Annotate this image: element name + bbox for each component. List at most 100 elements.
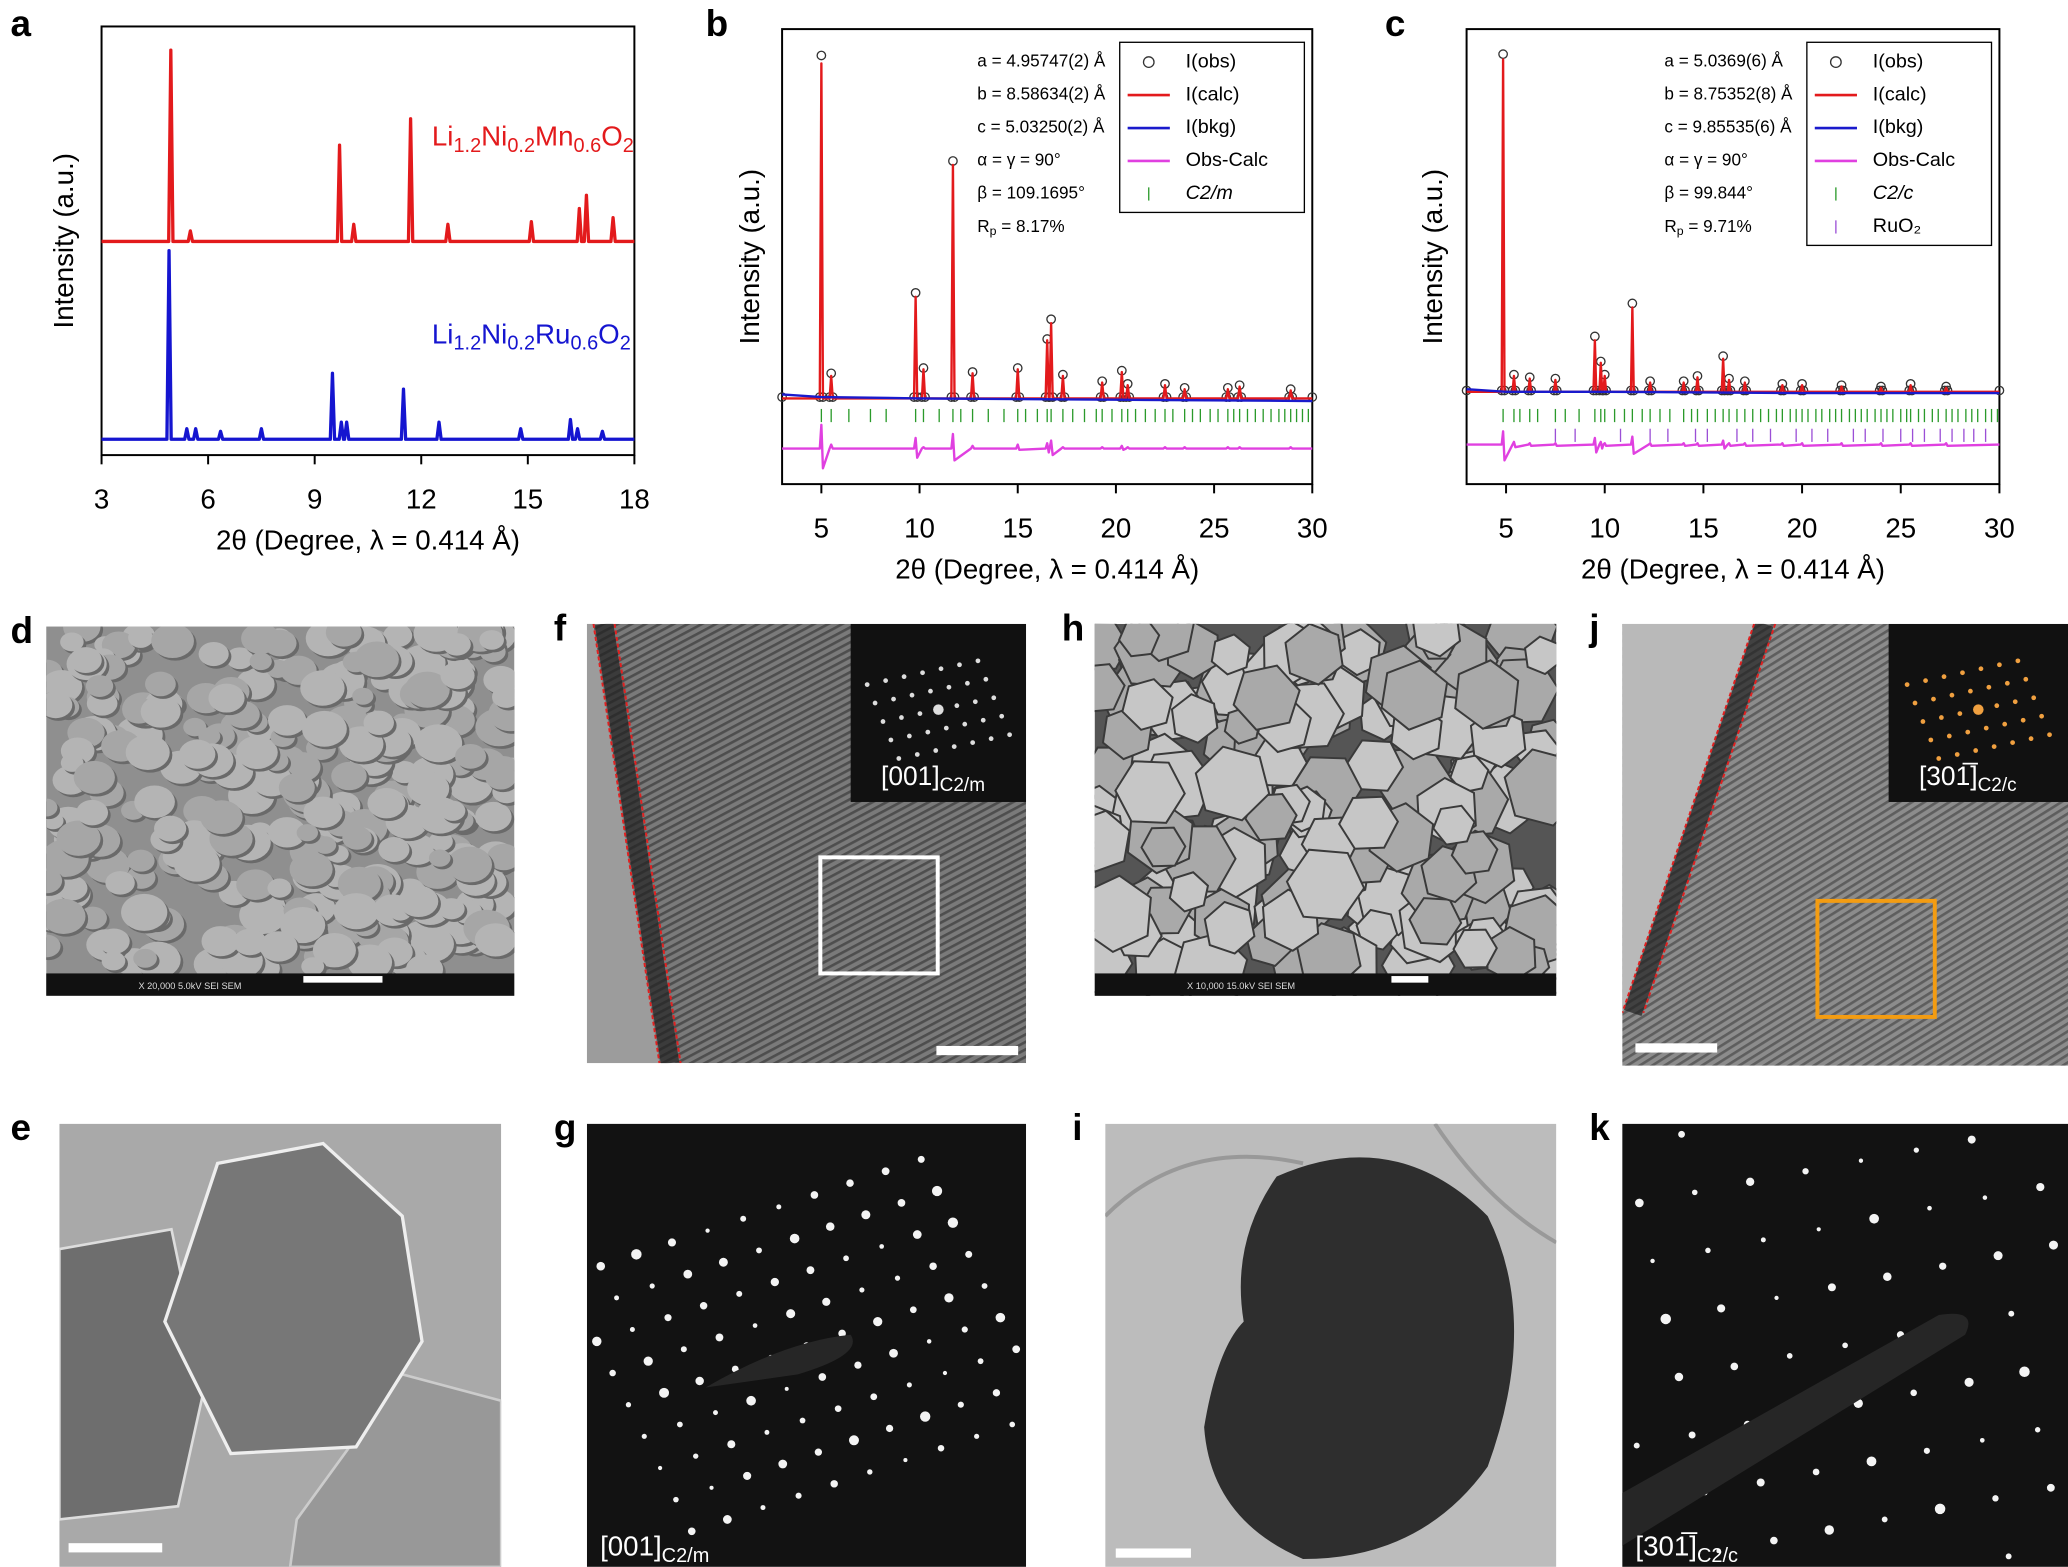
diffraction-spot [1812,1468,1820,1476]
grain [125,734,170,770]
subscript: C2/c [1697,1545,1738,1567]
x-axis-label: 2θ (Degree, λ = 0.414 Å) [895,553,1199,584]
legend-label: I(bkg) [1873,116,1924,138]
x-tick-label: 30 [1297,513,1328,544]
grain [85,675,114,697]
observed-point [1498,49,1508,60]
diffraction-spot [667,1238,677,1247]
micrograph: X 10,000 15.0kV SEI SEM [1094,623,1557,996]
fft-spot [972,699,978,705]
fft-spot [880,719,886,724]
observed-point [1838,385,1848,396]
grain [347,944,393,981]
fft-spot [1960,670,1965,676]
facet-grain [1114,760,1186,824]
grain [354,641,399,678]
grain [263,629,297,657]
facet-grain [1117,623,1161,658]
legend-label: Obs-Calc [1873,149,1955,171]
diffraction-spot [786,1309,796,1319]
grain [352,687,374,705]
text-part: Mn [535,121,573,152]
diffraction-spot [834,1405,842,1412]
grain [404,671,450,708]
diffraction-spot [965,1250,973,1258]
legend-box [1806,41,1993,247]
grain [442,633,471,656]
x-tick-label: 12 [406,484,437,515]
diffraction-spot [894,1275,901,1281]
observed-point [1307,392,1318,402]
grain [46,898,86,934]
grain [236,869,275,900]
subscript: C2/m [662,1545,710,1567]
fft-spot [2015,658,2021,664]
grain [378,837,410,862]
diffraction-spot [752,1323,758,1328]
diffraction-spot [1883,1272,1892,1282]
diffraction-spot [1858,1158,1864,1163]
diffraction-spot [629,1327,635,1333]
grain [485,764,515,790]
fft-spot [1941,674,1947,680]
diffraction-spot [1705,1247,1711,1254]
region-box [818,855,940,976]
text-part: Ni [481,121,507,152]
diffraction-spot [861,1210,871,1220]
sem-caption: X 10,000 15.0kV SEI SEM [1187,981,1295,991]
diffraction-spot [760,1505,766,1511]
fft-spot [957,662,962,668]
facet-grain [1194,745,1271,822]
x-axis-label: 2θ (Degree, λ = 0.414 Å) [1581,553,1885,584]
diffraction-spot [789,1233,800,1244]
grain [303,796,343,828]
plot-frame [781,28,1314,486]
diffraction-spot [683,1269,693,1279]
panel-label: c [1385,3,1406,44]
diffraction-spot [1650,1258,1655,1264]
grain [76,799,109,826]
micrograph: [001]C2/m [586,1123,1027,1567]
fft-spot [2039,713,2044,719]
fft-spot [1007,732,1012,738]
fft-spot [951,744,957,749]
beam-stopper [705,1334,853,1388]
fft-spot [1931,696,1936,702]
vacuum [586,623,660,1064]
grain [479,630,504,650]
fft-spot [891,696,896,702]
diffraction-spot [995,1312,1006,1323]
lattice-parameter: b = 8.75352(8) Å [1664,84,1793,104]
diffraction-spot [705,1228,710,1233]
fft-spot [1968,688,1973,694]
scale-bar [1635,1043,1718,1053]
diffraction-spot [1012,1345,1021,1354]
diffraction-spot [897,1199,906,1207]
diffraction-spot [1802,1168,1809,1175]
grain [367,787,406,819]
text-part: O [601,121,623,152]
legend-label: I(obs) [1873,50,1924,72]
panel-label: g [554,1107,577,1148]
diffraction-spot [1660,1313,1672,1325]
panel-label: i [1072,1107,1082,1148]
facet-grain [1203,900,1256,955]
diffraction-spot [1816,1227,1821,1232]
grain [438,898,465,920]
grain [198,641,229,667]
x-tick-label: 5 [814,513,829,544]
fft-spot [1997,662,2002,668]
diffraction-spot [870,1393,878,1401]
diffraction-spot [830,1480,838,1488]
scale-bar [936,1045,1019,1056]
diffraction-spot [596,1261,606,1271]
diffraction-spot [917,1155,925,1163]
diffraction-spot [1827,1283,1836,1292]
sem-caption: X 20,000 5.0kV SEI SEM [138,981,241,991]
subscript: 0.2 [507,135,535,157]
diffraction-spot [718,1257,728,1267]
grain [301,957,325,976]
diffraction-spot [784,1386,789,1391]
x-tick-label: 5 [1498,513,1513,544]
